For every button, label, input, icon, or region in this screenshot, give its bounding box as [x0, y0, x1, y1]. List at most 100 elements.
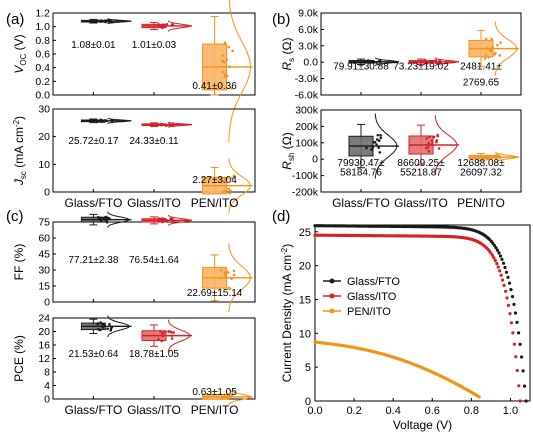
jv-point-glass-ito [509, 321, 513, 325]
data-point [223, 41, 227, 45]
x-tick-label: 0.8 [464, 405, 479, 417]
data-point [370, 148, 373, 151]
data-point [227, 187, 230, 190]
stat-label: 73.23±19.02 [393, 61, 449, 72]
data-point [228, 189, 232, 193]
y-tick-label: 0.2 [35, 76, 50, 88]
stat-label: 2481.41± [460, 61, 502, 72]
y-tick-label: 12 [38, 353, 50, 365]
data-point [378, 59, 382, 63]
legend-marker [329, 308, 335, 314]
y-tick-label: -200k [292, 187, 319, 199]
data-point [379, 133, 382, 137]
y-tick-label: 6.0k [298, 24, 319, 36]
legend-marker [329, 278, 335, 284]
y-tick-label: 4 [44, 380, 50, 392]
distribution-curve [167, 214, 192, 226]
x-category-label: Glass/ITO [394, 196, 448, 210]
data-point [109, 328, 113, 332]
jv-point-glass-fto [495, 248, 499, 252]
data-point [226, 393, 229, 396]
data-point [373, 140, 377, 144]
data-point [367, 61, 371, 64]
data-point [224, 272, 227, 276]
data-point [226, 176, 229, 180]
distribution-curve [228, 388, 252, 406]
data-point [224, 179, 227, 183]
stat-label: 1.01±0.03 [132, 40, 177, 51]
y-tick-label: 60 [38, 233, 50, 245]
data-point [170, 217, 174, 220]
data-point [230, 87, 234, 90]
data-point [169, 330, 173, 334]
y-tick-label: 0.0 [35, 90, 50, 102]
jv-point-glass-ito [515, 368, 519, 373]
data-point [375, 61, 378, 64]
y-axis-label: Rsh (Ω) [280, 132, 296, 169]
x-tick-label: 0.2 [346, 405, 361, 417]
y-axis-label: FF (%) [12, 244, 26, 281]
stat-label: 12688.08± [457, 158, 505, 169]
distribution-curve [167, 20, 192, 32]
x-category-label: Glass/ITO [127, 403, 181, 417]
data-point [157, 23, 161, 26]
distribution-curve [494, 151, 519, 163]
data-point [103, 119, 107, 122]
data-point [170, 337, 174, 340]
data-point [163, 217, 167, 221]
stat-label: 2769.65 [463, 78, 500, 89]
data-point [498, 155, 501, 158]
data-point [221, 396, 224, 400]
data-point [490, 37, 494, 41]
y-tick-label: 0 [312, 154, 318, 166]
data-point [109, 326, 113, 330]
data-point [101, 322, 104, 326]
data-point [496, 43, 499, 47]
y-tick-label: 30 [38, 265, 50, 277]
y-tick-label: 1.2 [35, 8, 50, 20]
jv-point-glass-fto [497, 251, 501, 255]
data-point [377, 139, 381, 142]
jv-point-glass-fto [504, 270, 509, 274]
data-point [222, 190, 225, 194]
data-point [99, 216, 103, 220]
jv-point-glass-fto [517, 331, 521, 335]
data-point [172, 331, 175, 334]
data-point [220, 268, 223, 272]
data-point [425, 61, 429, 65]
x-category-label: PEN/ITO [191, 196, 239, 210]
legend-label: Glass/FTO [347, 276, 400, 288]
y-tick-label: 0 [44, 187, 50, 199]
jv-point-glass-fto [518, 342, 522, 346]
data-point [96, 120, 99, 123]
y-tick-label: 9.0k [298, 8, 319, 20]
distribution-curve [107, 18, 132, 25]
legend-label: PEN/ITO [347, 306, 391, 318]
data-point [164, 24, 168, 28]
data-point [159, 24, 162, 28]
jv-point-glass-ito [508, 312, 512, 316]
y-axis-label: PCE (%) [12, 335, 26, 382]
data-point [376, 133, 380, 137]
data-point [425, 137, 428, 140]
data-point [98, 328, 102, 332]
data-point [499, 41, 502, 44]
data-point [96, 322, 99, 326]
y-tick-label: 0.6 [35, 49, 50, 61]
data-point [484, 53, 488, 57]
y-tick-label: 300k [295, 105, 319, 117]
y-tick-label: -3.0k [295, 73, 319, 85]
y-tick-label: 15 [38, 281, 50, 293]
jv-point-glass-fto [523, 384, 527, 388]
data-point [434, 61, 438, 64]
stat-label: 55218.87 [400, 168, 442, 179]
data-point [227, 395, 231, 398]
data-point [487, 55, 490, 59]
panel-label-a: (a) [6, 11, 24, 28]
data-point [106, 327, 109, 330]
jv-point-glass-fto [501, 261, 506, 265]
data-point [377, 146, 380, 149]
y-tick-label: 3.0k [298, 40, 319, 52]
jv-point-glass-fto [500, 257, 504, 261]
data-point [164, 330, 167, 334]
